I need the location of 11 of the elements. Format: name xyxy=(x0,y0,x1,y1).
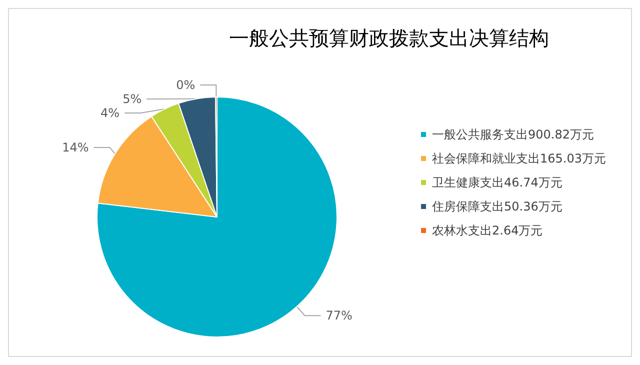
legend-label: 农林水支出2.64万元 xyxy=(432,224,543,238)
legend-label: 卫生健康支出46.74万元 xyxy=(432,176,562,190)
legend-label: 住房保障支出50.36万元 xyxy=(431,200,562,214)
legend-label: 一般公共服务支出900.82万元 xyxy=(432,128,594,142)
data-label: 0% xyxy=(176,78,196,92)
data-label: 5% xyxy=(122,92,142,106)
data-label: 4% xyxy=(100,106,120,120)
data-label: 77% xyxy=(326,308,352,323)
legend-label: 社会保障和就业支出165.03万元 xyxy=(432,152,606,166)
data-label: 14% xyxy=(62,140,89,154)
chart-title: 一般公共预算财政拨款支出决算结构 xyxy=(229,26,549,50)
